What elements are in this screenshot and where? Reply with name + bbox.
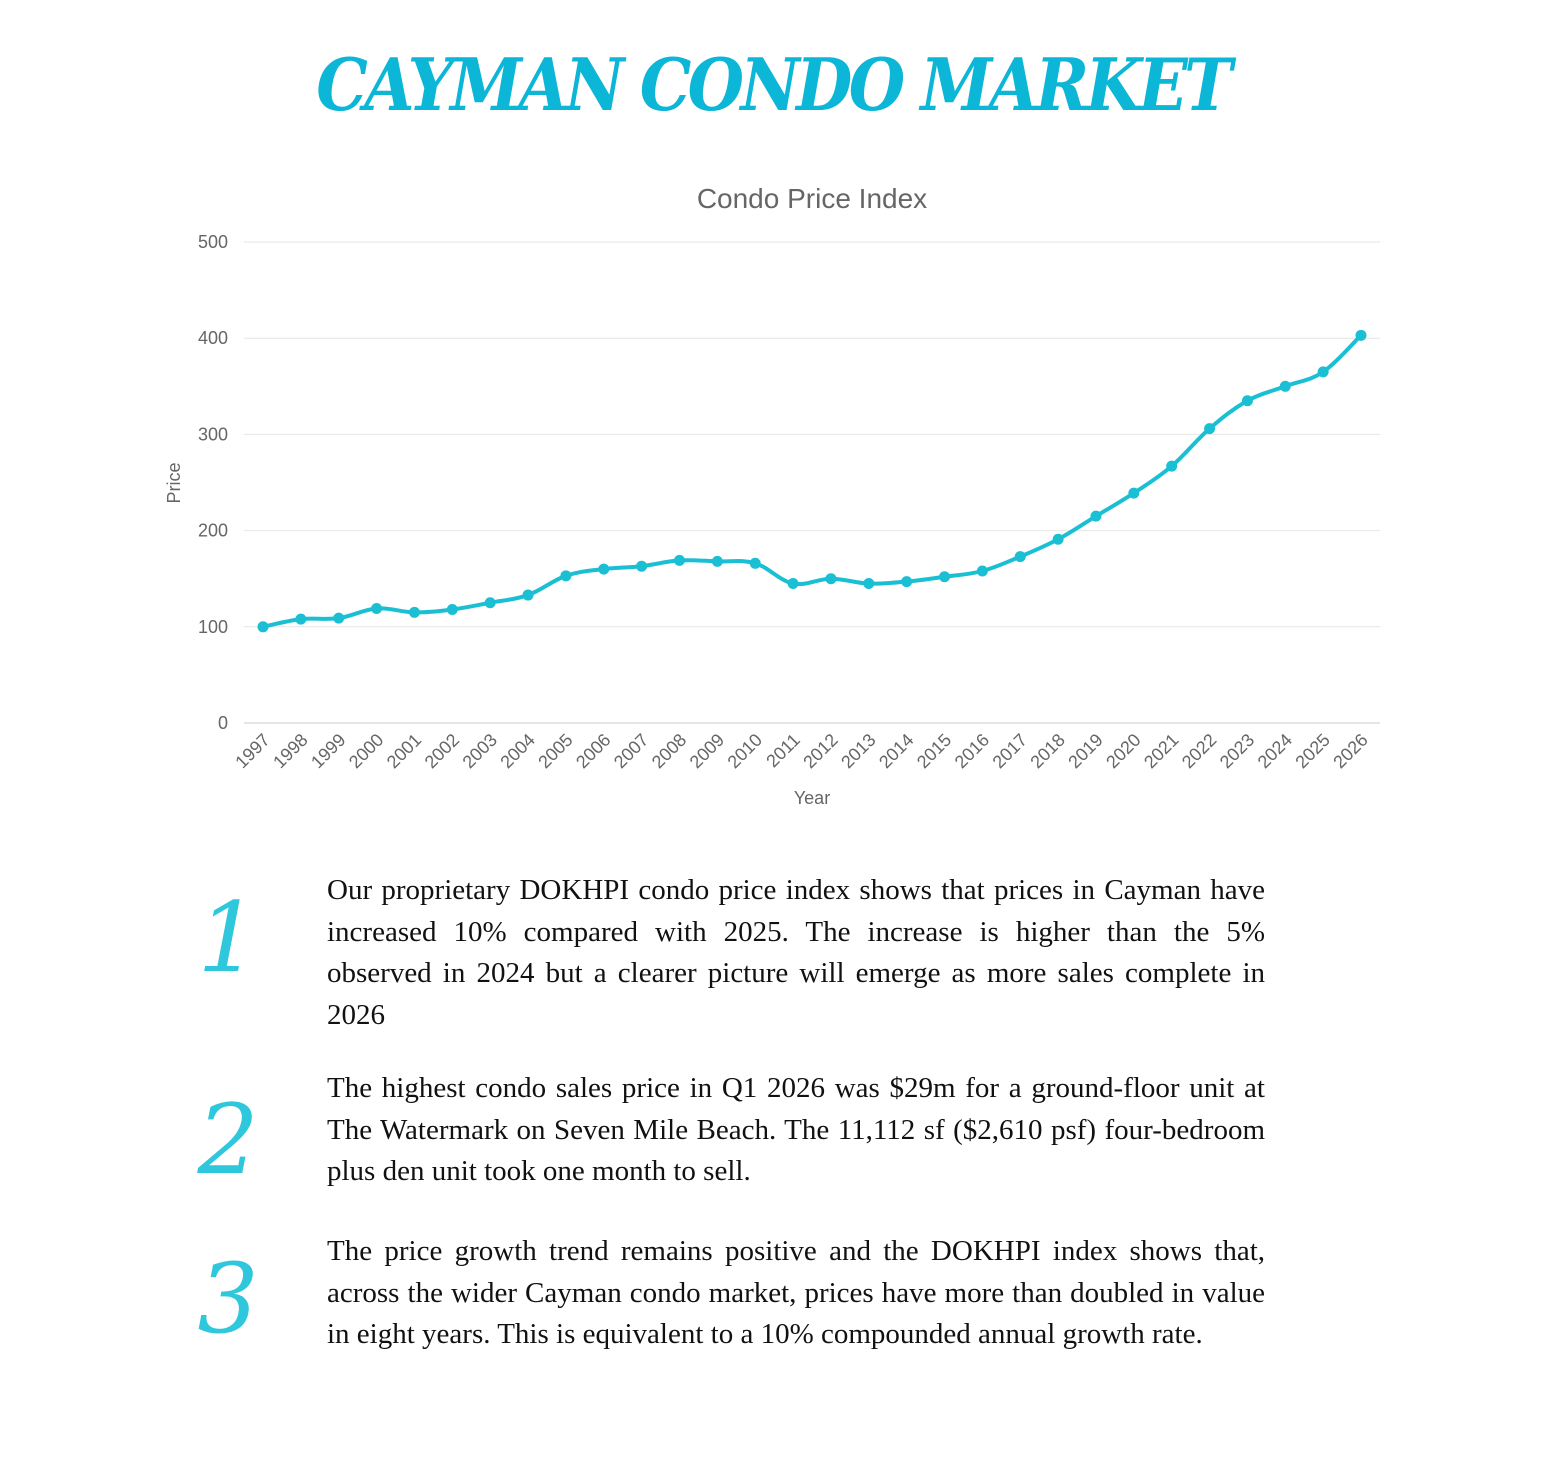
x-tick-label: 2017 — [989, 730, 1031, 772]
x-tick-label: 2006 — [572, 730, 614, 772]
x-tick-label: 2012 — [799, 730, 841, 772]
y-tick-label: 200 — [198, 521, 228, 541]
x-tick-label: 2011 — [762, 730, 804, 772]
x-tick-label: 2023 — [1216, 730, 1258, 772]
x-tick-label: 2009 — [686, 730, 728, 772]
x-tick-label: 1999 — [307, 730, 349, 772]
data-point — [408, 606, 420, 618]
y-tick-label: 500 — [198, 232, 228, 252]
x-tick-label: 2015 — [913, 730, 955, 772]
x-tick-label: 2002 — [421, 730, 463, 772]
x-tick-label: 2016 — [951, 730, 993, 772]
data-point — [371, 603, 383, 615]
series-line — [262, 333, 1363, 629]
data-point — [1279, 380, 1291, 392]
grid-lines — [244, 241, 1380, 724]
x-tick-label: 2005 — [534, 730, 576, 772]
x-tick-label: 2000 — [345, 730, 387, 772]
data-point — [333, 612, 345, 624]
data-point — [1355, 329, 1367, 341]
x-tick-label: 2024 — [1254, 730, 1296, 772]
data-point — [1204, 423, 1216, 435]
x-tick-label: 2022 — [1178, 730, 1220, 772]
point-number: 1 — [197, 882, 259, 994]
x-tick-label: 2008 — [648, 730, 690, 772]
series-layer — [257, 329, 1367, 633]
data-point — [1090, 510, 1102, 522]
data-point — [1241, 395, 1253, 407]
x-tick-label: 2004 — [496, 730, 538, 772]
data-point — [787, 578, 799, 590]
data-point — [636, 560, 648, 572]
data-point — [1128, 487, 1140, 499]
x-tick-label: 2020 — [1102, 730, 1144, 772]
x-tick-label: 2010 — [724, 730, 766, 772]
point-number: 3 — [197, 1243, 259, 1355]
data-point — [446, 603, 458, 615]
data-point — [295, 613, 307, 625]
x-tick-label: 2019 — [1064, 730, 1106, 772]
point-text: Our proprietary DOKHPI condo price index… — [327, 874, 1265, 1031]
data-point — [257, 621, 269, 633]
x-tick-label: 2021 — [1140, 730, 1182, 772]
data-point — [522, 589, 534, 601]
data-point — [598, 563, 610, 575]
point-number: 2 — [197, 1084, 259, 1196]
x-tick-label: 1997 — [231, 730, 273, 772]
data-point — [1317, 366, 1329, 378]
x-tick-label: 2001 — [383, 730, 425, 772]
data-point — [1166, 460, 1178, 472]
data-point — [939, 571, 951, 583]
data-point — [560, 570, 572, 582]
data-point — [825, 573, 837, 585]
y-axis-title: Price — [164, 462, 184, 503]
x-tick-label: 2018 — [1026, 730, 1068, 772]
x-tick-label: 2025 — [1292, 730, 1334, 772]
data-point — [1014, 551, 1026, 563]
data-point — [484, 597, 496, 609]
data-point — [711, 555, 723, 567]
point-text: The price growth trend remains positive … — [327, 1235, 1265, 1350]
y-tick-label: 300 — [198, 424, 228, 444]
x-axis-title: Year — [794, 788, 830, 808]
x-tick-label: 2014 — [875, 730, 917, 772]
y-axis-ticks: 0 100 200 300 400 500 — [198, 232, 228, 733]
data-point — [749, 557, 761, 569]
data-point — [1052, 533, 1064, 545]
x-tick-label: 1998 — [269, 730, 311, 772]
data-point — [863, 578, 875, 590]
x-tick-label: 2013 — [837, 730, 879, 772]
y-tick-label: 400 — [198, 328, 228, 348]
data-point — [901, 576, 913, 588]
chart-title: Condo Price Index — [697, 183, 927, 214]
point-text: The highest condo sales price in Q1 2026… — [327, 1072, 1265, 1187]
x-tick-label: 2003 — [459, 730, 501, 772]
y-tick-label: 0 — [218, 713, 228, 733]
data-point — [673, 554, 685, 566]
data-point — [976, 565, 988, 577]
x-axis-ticks: 1997199819992000200120022003200420052006… — [231, 730, 1371, 772]
page-title: CAYMAN CONDO MARKET — [316, 42, 1232, 127]
x-tick-label: 2007 — [610, 730, 652, 772]
y-tick-label: 100 — [198, 617, 228, 637]
x-tick-label: 2026 — [1329, 730, 1371, 772]
